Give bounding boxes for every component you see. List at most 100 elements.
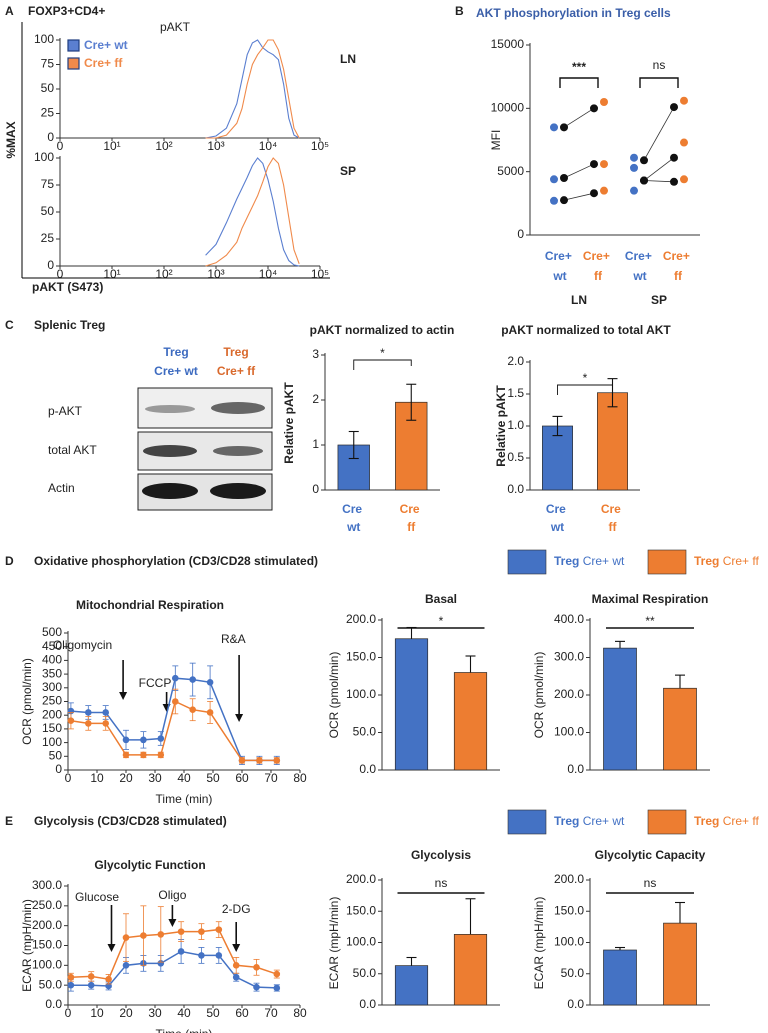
- group-label: LN: [571, 293, 587, 307]
- y-tick-label: 50: [41, 204, 55, 218]
- chart-title: FOXP3+CD4+: [28, 4, 105, 18]
- series-line: [205, 39, 300, 139]
- annotation: Glucose: [75, 890, 119, 904]
- blot-band: [145, 405, 195, 413]
- y-tick-label: 2: [312, 392, 319, 406]
- y-tick-label: 0.0: [359, 997, 376, 1011]
- x-tick-label: 10⁴: [259, 267, 278, 281]
- marker: [256, 757, 263, 764]
- annotation: *: [439, 614, 444, 628]
- y-tick-label: 0.0: [507, 482, 524, 496]
- y-tick-label: 200: [42, 707, 62, 721]
- marker: [122, 962, 130, 969]
- chart-title: AKT phosphorylation in Treg cells: [476, 6, 671, 20]
- point: [680, 96, 688, 105]
- marker: [105, 975, 112, 983]
- marker: [273, 757, 281, 764]
- y-tick-label: 1.0: [507, 418, 524, 432]
- paired-point: [670, 153, 678, 162]
- blot-band: [213, 446, 263, 456]
- marker: [206, 679, 214, 686]
- x-tick-label: 40: [177, 1006, 191, 1020]
- y-tick-label: 0.0: [45, 997, 62, 1011]
- y-tick-label: 5000: [497, 164, 524, 178]
- x-tick-label: 0: [65, 771, 72, 785]
- paired-point: [560, 174, 568, 182]
- point: [600, 98, 608, 106]
- y-tick-label: 0: [55, 762, 62, 776]
- y-tick-label: 250.0: [32, 898, 62, 912]
- y-tick-label: 300.0: [32, 878, 62, 892]
- point: [630, 153, 638, 162]
- x-tick-label: 50: [206, 1006, 220, 1020]
- legend-name: Cre+ ff: [723, 554, 760, 568]
- paired-point: [590, 160, 598, 169]
- legend-entry: Cre+ ff: [84, 56, 123, 70]
- bar: [453, 934, 488, 1006]
- y-tick-label: 100.0: [554, 725, 584, 739]
- y-axis-label: Relative pAKT: [494, 385, 508, 467]
- pair-line: [563, 192, 595, 201]
- lane-label: Treg: [223, 345, 248, 359]
- annotation: **: [645, 614, 655, 628]
- y-tick-label: 50.0: [561, 966, 585, 980]
- y-axis-label: ECAR (mpH/min): [327, 897, 341, 990]
- paired-point: [640, 156, 648, 165]
- point: [550, 123, 558, 132]
- y-tick-label: 100: [34, 150, 54, 164]
- y-tick-label: 300: [42, 680, 62, 694]
- legend-name: Cre+ wt: [583, 814, 625, 828]
- y-axis-label: ECAR (mpH/min): [532, 897, 546, 990]
- y-tick-label: 0: [47, 258, 54, 272]
- marker: [215, 952, 223, 959]
- bracket: [559, 77, 599, 88]
- bracket: [639, 77, 679, 88]
- bar: [663, 922, 697, 1006]
- marker: [87, 973, 95, 980]
- x-tick-label: 30: [148, 771, 162, 785]
- y-tick-label: 200.0: [554, 687, 584, 701]
- arrow-head: [232, 944, 241, 952]
- y-tick-label: 1.5: [507, 386, 524, 400]
- x-tick-label: 80: [293, 1006, 307, 1020]
- y-tick-label: 50.0: [353, 966, 377, 980]
- section-title: Glycolysis (CD3/CD28 stimulated): [34, 814, 227, 828]
- bar: [603, 949, 637, 1006]
- marker: [102, 720, 109, 727]
- y-tick-label: 0.0: [359, 762, 376, 776]
- y-tick-label: 150.0: [32, 938, 62, 952]
- pair-line: [643, 106, 675, 161]
- point: [550, 196, 558, 205]
- annotation: R&A: [221, 632, 246, 646]
- series-line: [205, 157, 300, 267]
- legend-entry: Treg Cre+ wt: [554, 554, 625, 568]
- y-tick-label: 100.0: [554, 935, 584, 949]
- marker: [215, 926, 223, 933]
- y-tick-label: 300.0: [554, 650, 584, 664]
- x-axis-label: Time (min): [156, 792, 213, 806]
- legend-swatch: [507, 549, 547, 575]
- y-axis-label: OCR (pmol/min): [327, 652, 341, 739]
- x-tick-label: 10⁵: [311, 267, 329, 281]
- y-tick-label: 450: [42, 639, 62, 653]
- marker: [140, 932, 147, 939]
- y-axis-label: MFI: [489, 130, 503, 151]
- pair-line: [563, 107, 595, 128]
- subtitle: pAKT: [160, 20, 191, 34]
- marker: [198, 928, 205, 935]
- marker: [172, 674, 179, 682]
- legend-entry: Treg Cre+ ff: [694, 814, 759, 828]
- paired-point: [590, 189, 598, 198]
- marker: [67, 973, 75, 981]
- x-tick-label: Cre ff: [400, 502, 423, 534]
- marker: [177, 928, 185, 935]
- y-tick-label: 2.0: [507, 354, 524, 368]
- marker: [67, 981, 75, 989]
- y-tick-label: 150.0: [346, 650, 376, 664]
- x-tick-label: Cre wt: [342, 502, 365, 534]
- x-tick-label: 10²: [155, 267, 172, 281]
- marker: [85, 720, 92, 727]
- annotation: Oligomycin: [53, 638, 112, 652]
- x-tick-label: 40: [177, 771, 191, 785]
